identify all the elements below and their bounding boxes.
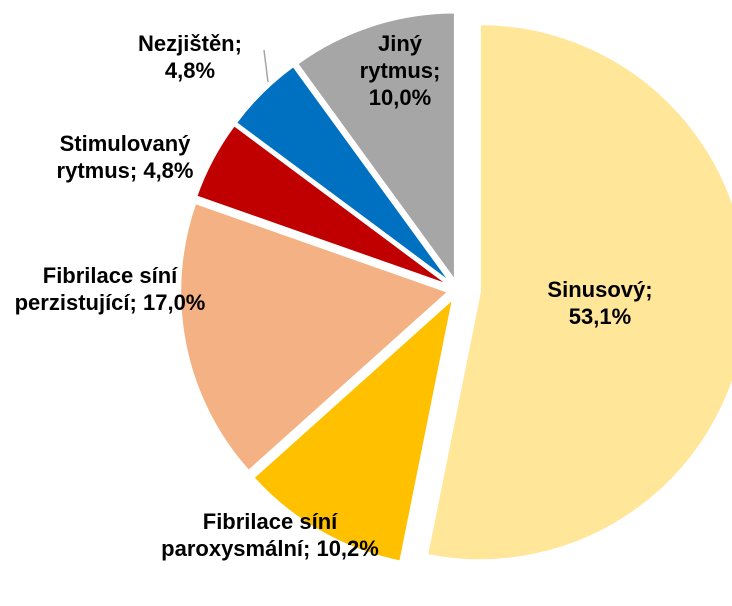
- slice-name: Fibrilace síní paroxysmální;: [161, 509, 338, 561]
- slice-value: 10,0%: [368, 85, 432, 110]
- leader-line: [263, 49, 269, 83]
- data-label: Jiný rytmus; 10,0%: [340, 30, 460, 111]
- slice-name: Nezjištěn;: [138, 31, 242, 56]
- slice-value: 17,0%: [142, 290, 206, 315]
- pie-slice: [234, 64, 452, 284]
- slice-name: Sinusový;: [547, 277, 653, 302]
- data-label: Sinusový; 53,1%: [520, 276, 680, 330]
- slice-name: Stimulovaný rytmus;: [56, 131, 191, 183]
- data-label: Nezjištěn; 4,8%: [110, 30, 270, 84]
- slice-value: 10,2%: [316, 536, 379, 561]
- slice-value: 4,8%: [164, 58, 216, 83]
- pie-slice: [195, 123, 450, 287]
- pie-slice: [425, 23, 732, 562]
- data-label: Stimulovaný rytmus; 4,8%: [20, 130, 230, 184]
- pie-slice: [252, 295, 455, 563]
- slice-value: 4,8%: [143, 158, 194, 183]
- data-label: Fibrilace síní paroxysmální; 10,2%: [150, 508, 390, 562]
- pie-slice: [295, 11, 456, 284]
- slice-name: Fibrilace síní perzistující;: [14, 263, 178, 315]
- data-label: Fibrilace síní perzistující; 17,0%: [0, 262, 220, 316]
- slice-value: 53,1%: [568, 304, 632, 329]
- pie-slice: [179, 201, 451, 473]
- slice-name: Jiný rytmus;: [359, 31, 441, 83]
